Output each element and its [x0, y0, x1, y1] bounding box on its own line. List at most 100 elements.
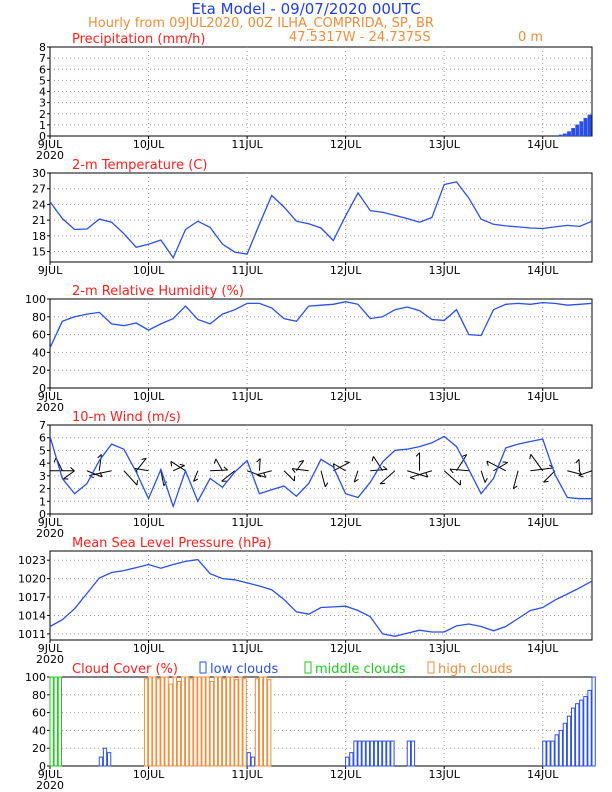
- cloud-bar: [98, 756, 104, 767]
- wind-barb-flag: [141, 457, 147, 461]
- wind-barb: [480, 470, 486, 483]
- wind-barb-flag: [410, 476, 416, 480]
- series-line: [49, 558, 593, 637]
- x-tick-label: 9JUL: [38, 642, 63, 655]
- plot-frame: [49, 550, 593, 641]
- wind-barb: [333, 463, 346, 472]
- x-tick-label: 14JUL: [527, 642, 559, 655]
- x-tick-label: 14JUL: [527, 138, 559, 151]
- cloud-bar: [349, 752, 354, 767]
- x-tick-label: 14JUL: [527, 390, 559, 403]
- x-tick-label: 13JUL: [428, 390, 460, 403]
- wind-barb-flag: [89, 475, 95, 479]
- cloud-bar: [410, 740, 416, 767]
- wind-barb-flag: [425, 472, 429, 478]
- cloud-bar: [566, 715, 572, 767]
- cloud-bar: [554, 734, 559, 767]
- plot-frame: [49, 676, 593, 767]
- wind-barb: [530, 453, 544, 472]
- x-tick-label: 9JUL: [38, 390, 63, 403]
- cloud-bar: [390, 740, 395, 767]
- wind-barb: [210, 469, 228, 472]
- cloud-bar: [242, 678, 247, 767]
- panel-5: 1011 1014 1017 1020 1023 9JUL 10JUL 11JUL 12JUL 1…: [18, 536, 593, 666]
- wind-barb: [283, 470, 295, 482]
- y-tick-label: 1014: [18, 609, 46, 622]
- cloud-bar: [550, 740, 555, 767]
- wind-barb: [333, 461, 350, 472]
- y-tick-label: 0: [39, 508, 46, 521]
- y-tick-label: 1017: [18, 591, 46, 604]
- cloud-bar: [345, 756, 350, 767]
- wind-barb: [86, 470, 103, 478]
- x-tick-label: 10JUL: [133, 516, 165, 529]
- y-tick-label: 20: [32, 742, 46, 755]
- wind-barb: [63, 470, 75, 480]
- wind-barb: [258, 458, 261, 471]
- plot-frame: [49, 298, 593, 389]
- legend-swatch: [427, 661, 435, 674]
- x-tick-label: 11JUL: [231, 264, 263, 277]
- y-tick-label: 1023: [18, 554, 46, 567]
- cloud-bar: [152, 676, 157, 767]
- cloud-bar: [217, 676, 223, 767]
- wind-barb: [578, 459, 581, 471]
- wind-barb: [449, 468, 469, 472]
- panel-title: Precipitation (mm/h): [72, 32, 205, 47]
- cloud-bar: [377, 740, 383, 767]
- legend-swatch: [199, 661, 207, 674]
- x-tick-label: 10JUL: [133, 390, 165, 403]
- wind-barb-flag: [575, 458, 580, 464]
- wind-barb-flag: [291, 468, 296, 473]
- wind-barb: [410, 470, 433, 478]
- y-tick-label: 20: [32, 364, 46, 377]
- x-tick-label: 12JUL: [330, 642, 362, 655]
- wind-barb-flag: [449, 468, 454, 474]
- x-tick-label: 13JUL: [428, 768, 460, 781]
- cloud-bar: [106, 752, 112, 767]
- wind-barb-flag: [529, 454, 532, 460]
- cloud-bar: [160, 676, 165, 767]
- wind-barb: [193, 470, 199, 482]
- cloud-bar: [172, 676, 177, 767]
- cloud-bar: [406, 740, 412, 767]
- cloud-bar: [361, 740, 366, 767]
- y-tick-label: 7: [39, 52, 46, 65]
- cloud-bar: [546, 740, 551, 767]
- cloud-bar: [180, 676, 186, 767]
- cloud-bar: [234, 679, 239, 767]
- wind-barb-flag: [53, 457, 57, 463]
- x-year-label: 2020: [36, 779, 64, 792]
- y-tick-label: 1020: [18, 573, 46, 586]
- y-tick-label: 8: [39, 41, 46, 54]
- wind-barb-flag: [344, 461, 350, 463]
- wind-barb: [353, 470, 359, 483]
- x-tick-label: 11JUL: [231, 768, 263, 781]
- y-tick-label: 3: [39, 97, 46, 110]
- y-tick-label: 60: [32, 329, 46, 342]
- cloud-bar: [246, 752, 251, 767]
- x-tick-label: 13JUL: [428, 264, 460, 277]
- y-tick-label: 18: [32, 230, 46, 243]
- y-tick-label: 2: [39, 108, 46, 121]
- cloud-bar: [267, 679, 272, 767]
- x-tick-label: 10JUL: [133, 642, 165, 655]
- chart-subtitle: Hourly from 09JUL2020, 00Z ILHA_COMPRIDA…: [88, 16, 434, 31]
- y-tick-label: 4: [39, 457, 46, 470]
- y-tick-label: 100: [25, 293, 46, 306]
- x-tick-label: 11JUL: [231, 516, 263, 529]
- wind-barb-flag: [353, 478, 359, 483]
- wind-barb-flag: [213, 458, 217, 464]
- cloud-bar: [382, 740, 387, 767]
- x-tick-label: 14JUL: [527, 516, 559, 529]
- x-tick-label: 13JUL: [428, 516, 460, 529]
- x-tick-label: 14JUL: [527, 768, 559, 781]
- wind-barb-flag: [263, 472, 267, 478]
- x-tick-label: 12JUL: [330, 264, 362, 277]
- wind-barb: [246, 470, 266, 478]
- wind-barb: [215, 458, 223, 472]
- x-tick-label: 12JUL: [330, 138, 362, 151]
- cloud-bar: [189, 678, 194, 767]
- wind-barb: [567, 470, 582, 475]
- wind-barb-flag: [578, 474, 584, 478]
